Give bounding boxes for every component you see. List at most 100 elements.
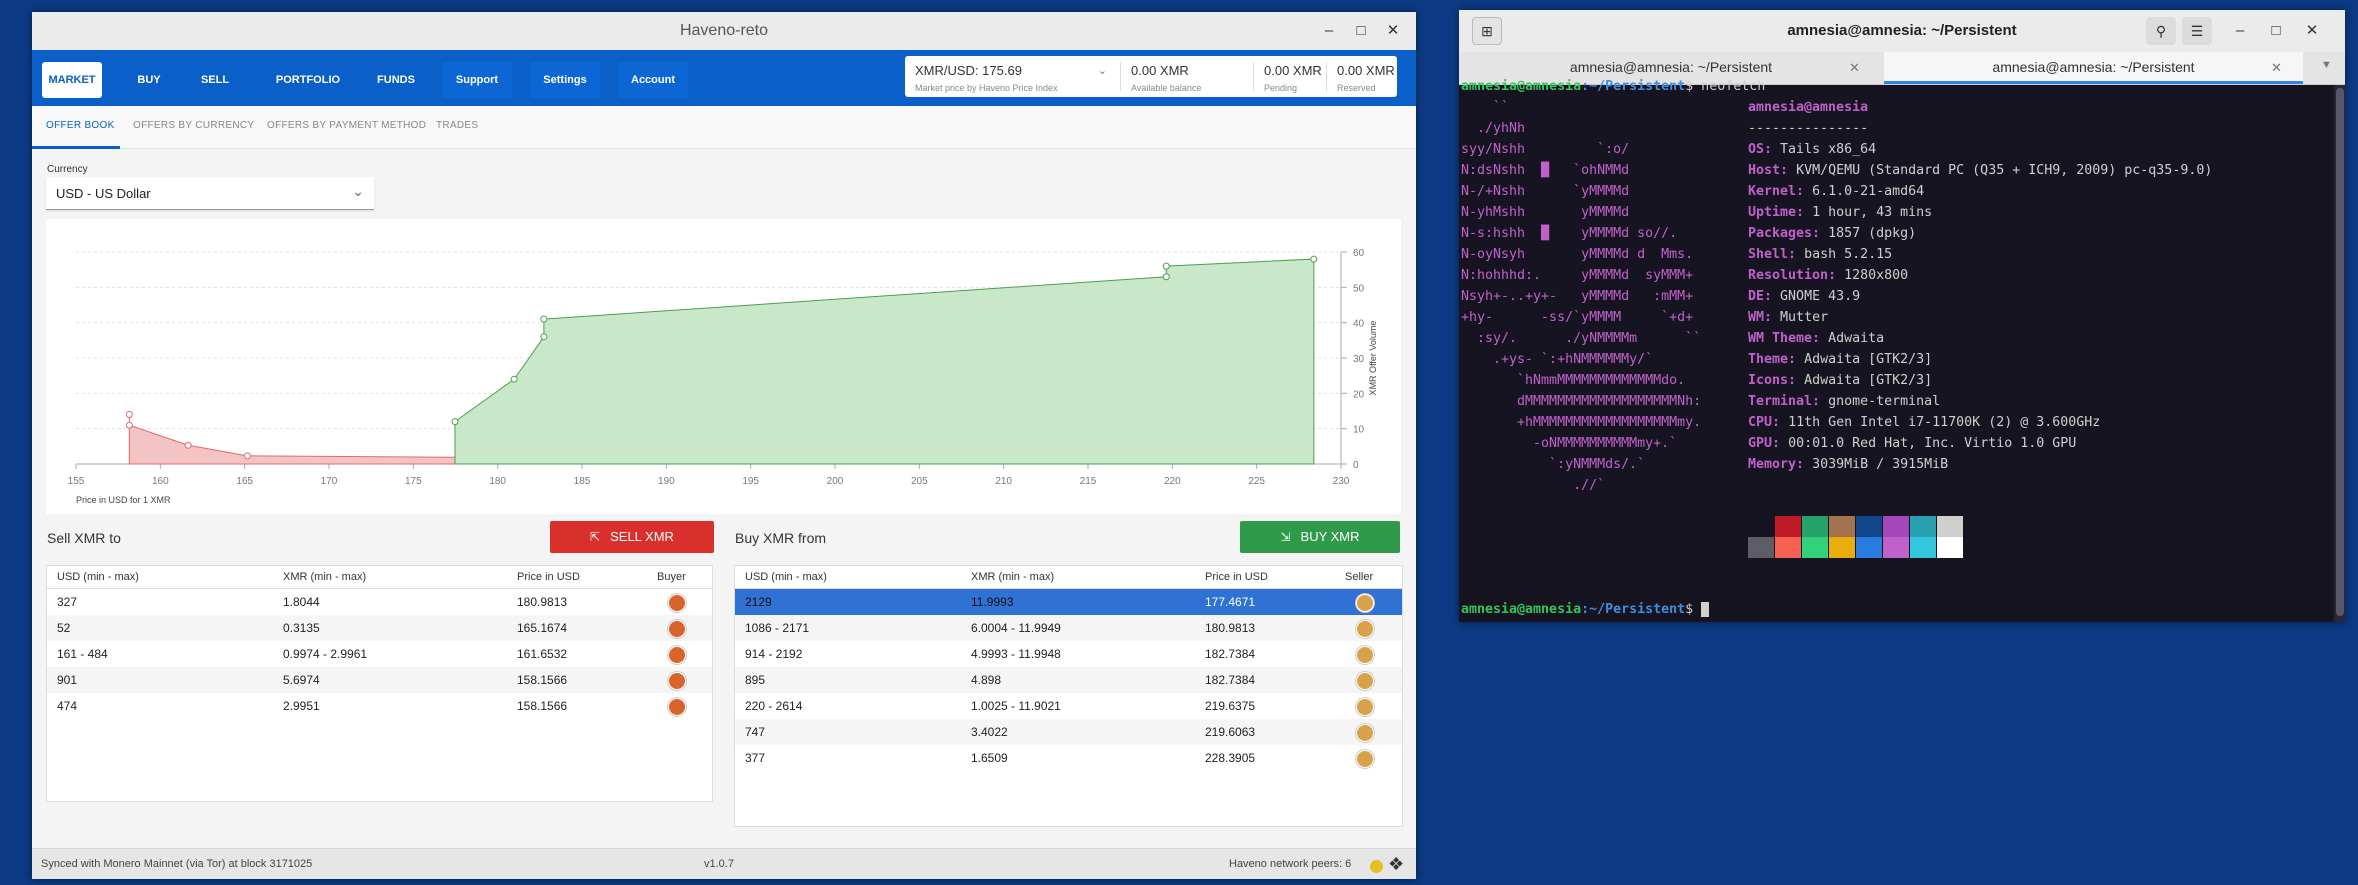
neofetch-info-line: WM Theme: Adwaita bbox=[1748, 331, 1885, 346]
avatar[interactable] bbox=[1356, 698, 1374, 716]
x-tick-label: 160 bbox=[152, 476, 169, 487]
table-row[interactable]: 161 - 484 0.9974 - 2.9961 161.6532 bbox=[47, 641, 712, 667]
buy-icon: ⇲ bbox=[1280, 530, 1291, 544]
avatar[interactable] bbox=[668, 698, 686, 716]
table-row[interactable]: 914 - 2192 4.9993 - 11.9948 182.7384 bbox=[735, 641, 1402, 667]
x-tick-label: 165 bbox=[236, 476, 253, 487]
col-buyer[interactable]: Buyer bbox=[657, 571, 686, 583]
table-row[interactable]: 327 1.8044 180.9813 bbox=[47, 589, 712, 615]
buy-xmr-button[interactable]: ⇲ BUY XMR bbox=[1240, 521, 1400, 553]
terminal-output[interactable]: amnesia@amnesia:~/Persistent$ neofetch `… bbox=[1459, 79, 2333, 622]
table-row[interactable]: 474 2.9951 158.1566 bbox=[47, 693, 712, 719]
avatar[interactable] bbox=[668, 594, 686, 612]
new-tab-icon[interactable]: ⊞ bbox=[1472, 17, 1502, 45]
avatar[interactable] bbox=[668, 646, 686, 664]
avatar[interactable] bbox=[1356, 646, 1374, 664]
nav-account[interactable]: Account bbox=[618, 62, 688, 98]
table-row[interactable]: 2129 11.9993 177.4671 bbox=[735, 589, 1402, 615]
cell-usd: 161 - 484 bbox=[57, 647, 108, 661]
avatar[interactable] bbox=[668, 672, 686, 690]
menu-icon[interactable]: ☰ bbox=[2182, 17, 2212, 45]
color-swatch bbox=[1775, 537, 1801, 558]
nav-buy[interactable]: BUY bbox=[137, 74, 161, 86]
sell-icon: ⇱ bbox=[590, 530, 601, 544]
col-usd[interactable]: USD (min - max) bbox=[57, 571, 139, 583]
nav-funds[interactable]: FUNDS bbox=[377, 74, 415, 86]
close-tab-icon[interactable]: ✕ bbox=[1849, 60, 1860, 75]
terminal-tab-1[interactable]: amnesia@amnesia: ~/Persistent bbox=[1459, 52, 1883, 84]
cell-xmr: 11.9993 bbox=[971, 595, 1014, 609]
table-row[interactable]: 52 0.3135 165.1674 bbox=[47, 615, 712, 641]
info-value: 1857 (dpkg) bbox=[1828, 226, 1917, 241]
haveno-titlebar[interactable]: Haveno-reto – □ ✕ bbox=[32, 12, 1416, 51]
terminal-scrollbar-thumb[interactable] bbox=[2336, 88, 2344, 616]
info-value: Adwaita [GTK2/3] bbox=[1804, 352, 1933, 367]
avatar[interactable] bbox=[1356, 672, 1374, 690]
cell-xmr: 1.8044 bbox=[283, 595, 320, 609]
col-seller[interactable]: Seller bbox=[1345, 571, 1374, 583]
maximize-icon[interactable]: □ bbox=[2271, 22, 2281, 39]
minimize-icon[interactable]: – bbox=[1324, 22, 1334, 39]
ascii-art-line: N-yhMshh yMMMMd bbox=[1461, 205, 1630, 220]
avatar[interactable] bbox=[1356, 594, 1374, 612]
ascii-art-line: +hy- -ss/`yMMMM `+d+ bbox=[1461, 310, 1694, 325]
ascii-art-line: ./yhNh bbox=[1461, 121, 1526, 136]
minimize-icon[interactable]: – bbox=[2235, 22, 2245, 39]
sell-section-title: Sell XMR to bbox=[47, 530, 121, 546]
col-xmr[interactable]: XMR (min - max) bbox=[971, 571, 1055, 583]
cell-xmr: 6.0004 - 11.9949 bbox=[971, 621, 1061, 635]
table-row[interactable]: 220 - 2614 1.0025 - 11.9021 219.6375 bbox=[735, 693, 1402, 719]
nav-support[interactable]: Support bbox=[442, 62, 512, 98]
table-row[interactable]: 377 1.6509 228.3905 bbox=[735, 745, 1402, 771]
col-price[interactable]: Price in USD bbox=[1205, 571, 1268, 583]
nav-portfolio[interactable]: PORTFOLIO bbox=[275, 74, 341, 86]
tab-trades[interactable]: TRADES bbox=[436, 120, 479, 131]
neofetch-info-line: WM: Mutter bbox=[1748, 310, 1829, 325]
info-value: KVM/QEMU (Standard PC (Q35 + ICH9, 2009)… bbox=[1796, 163, 2213, 178]
avatar[interactable] bbox=[1356, 724, 1374, 742]
nav-sell[interactable]: SELL bbox=[200, 74, 230, 86]
table-row[interactable]: 1086 - 2171 6.0004 - 11.9949 180.9813 bbox=[735, 615, 1402, 641]
cell-usd: 901 bbox=[57, 673, 78, 687]
col-usd[interactable]: USD (min - max) bbox=[745, 571, 827, 583]
nav-market[interactable]: MARKET bbox=[42, 62, 102, 98]
available-balance-label: Available balance bbox=[1131, 83, 1202, 93]
close-icon[interactable]: ✕ bbox=[1386, 22, 1400, 39]
network-peers: Haveno network peers: 6 bbox=[1229, 858, 1352, 870]
tab-offer-book[interactable]: OFFER BOOK bbox=[46, 120, 115, 131]
close-icon[interactable]: ✕ bbox=[2305, 22, 2319, 39]
cell-price: 219.6375 bbox=[1205, 699, 1256, 713]
color-swatch bbox=[1748, 516, 1774, 537]
market-price: XMR/USD: 175.69 bbox=[915, 63, 1022, 78]
avatar[interactable] bbox=[1356, 750, 1374, 768]
currency-value: USD - US Dollar bbox=[56, 186, 151, 201]
table-row[interactable]: 901 5.6974 158.1566 bbox=[47, 667, 712, 693]
cursor bbox=[1701, 601, 1710, 617]
neofetch-info-line: Shell: bash 5.2.15 bbox=[1748, 247, 1893, 262]
avatar[interactable] bbox=[1356, 620, 1374, 638]
cell-price: 158.1566 bbox=[517, 699, 568, 713]
sell-xmr-button[interactable]: ⇱ SELL XMR bbox=[550, 521, 714, 553]
table-row[interactable]: 747 3.4022 219.6063 bbox=[735, 719, 1402, 745]
col-price[interactable]: Price in USD bbox=[517, 571, 580, 583]
market-price-select[interactable]: XMR/USD: 175.69 Market price by Haveno P… bbox=[905, 56, 1115, 97]
tab-offers-by-currency[interactable]: OFFERS BY CURRENCY bbox=[133, 120, 255, 131]
col-xmr[interactable]: XMR (min - max) bbox=[283, 571, 367, 583]
avatar[interactable] bbox=[668, 620, 686, 638]
terminal-tab-2[interactable]: amnesia@amnesia: ~/Persistent bbox=[1884, 52, 2303, 84]
color-swatch bbox=[1910, 537, 1936, 558]
tab-list-icon[interactable]: ▼ bbox=[2321, 59, 2332, 71]
terminal-titlebar[interactable]: ⊞ amnesia@amnesia: ~/Persistent ⚲ ☰ – □ … bbox=[1459, 10, 2345, 52]
cell-xmr: 0.3135 bbox=[283, 621, 320, 635]
tab-offers-by-payment-method[interactable]: OFFERS BY PAYMENT METHOD bbox=[267, 120, 427, 131]
available-balance: 0.00 XMR Available balance bbox=[1121, 56, 1251, 97]
cell-usd: 747 bbox=[745, 725, 766, 739]
prompt-user: amnesia@amnesia bbox=[1461, 602, 1582, 617]
maximize-icon[interactable]: □ bbox=[1356, 22, 1366, 39]
currency-select[interactable]: USD - US Dollar ⌄ bbox=[46, 177, 374, 210]
table-row[interactable]: 895 4.898 182.7384 bbox=[735, 667, 1402, 693]
close-tab-icon[interactable]: ✕ bbox=[2271, 60, 2282, 75]
nav-settings[interactable]: Settings bbox=[530, 62, 600, 98]
search-icon[interactable]: ⚲ bbox=[2146, 17, 2176, 45]
neofetch-info-line: Kernel: 6.1.0-21-amd64 bbox=[1748, 184, 1925, 199]
